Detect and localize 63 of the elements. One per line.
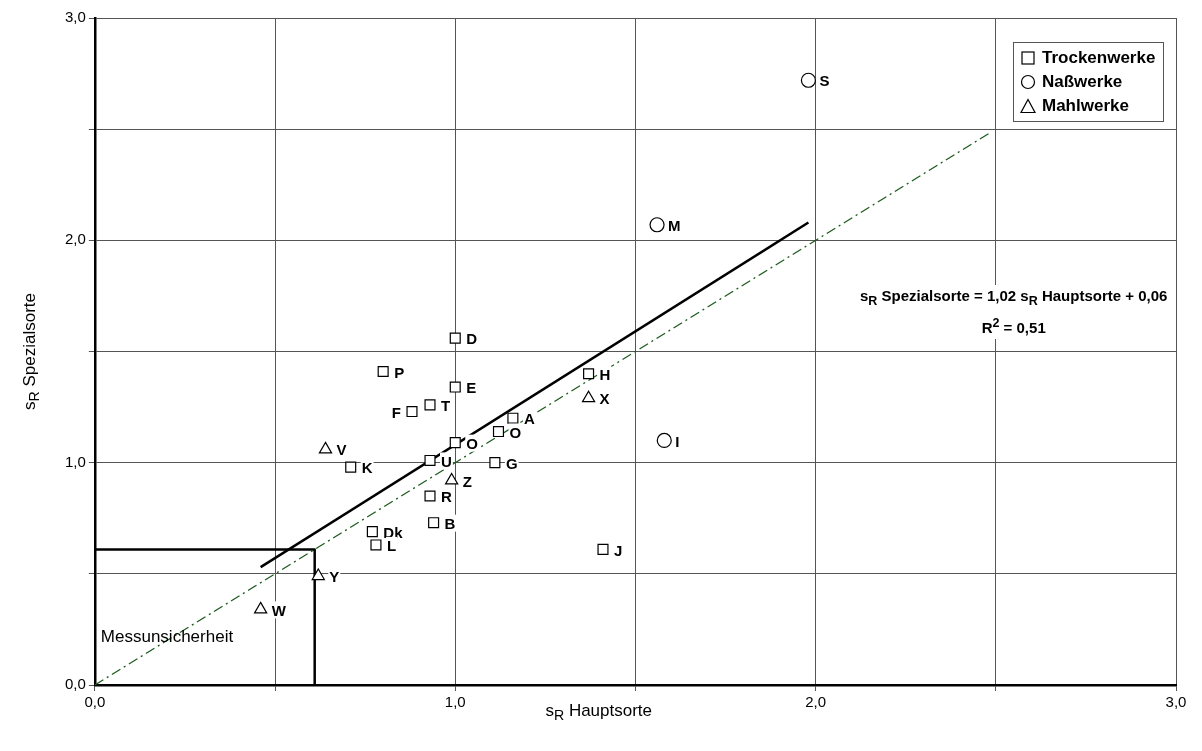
point <box>492 425 505 438</box>
point <box>800 72 817 88</box>
point <box>581 390 596 403</box>
text: s$_{R}$ Spezialsorte = 1,02 s$_{R}$ Hauptsorte + 0,06 R$^{2}$ = 0,51 <box>860 286 1168 336</box>
annotation: V <box>336 441 347 459</box>
point <box>507 412 519 424</box>
annotation: Y <box>329 568 340 586</box>
y-tick-label: 0,0 <box>64 675 86 693</box>
annotation: L <box>386 537 397 555</box>
point <box>449 381 461 393</box>
x-tick-label: 0,0 <box>84 693 106 711</box>
point <box>449 437 461 449</box>
y-tick-label: 2,0 <box>64 230 86 248</box>
point <box>428 517 440 529</box>
x-tick-label: 3,0 <box>1165 693 1187 711</box>
annotation: F <box>391 403 401 421</box>
point <box>649 217 665 233</box>
annotation: Z <box>462 472 472 490</box>
annotation: S <box>819 72 830 90</box>
annotation: O <box>466 434 479 452</box>
annotation: X <box>599 390 610 408</box>
annotation: A <box>523 410 535 428</box>
legend-label: Trockenwerke <box>1042 48 1156 68</box>
point <box>583 368 595 380</box>
x-tick-label: 2,0 <box>805 693 827 711</box>
x-tick-label: 1,0 <box>444 693 466 711</box>
point <box>345 461 357 473</box>
annotation: G <box>505 454 518 472</box>
annotation: M <box>668 216 681 234</box>
point <box>449 332 461 344</box>
point <box>406 405 418 418</box>
point <box>370 539 382 551</box>
annotation: T <box>441 397 451 414</box>
y-tick-label: 3,0 <box>64 8 86 26</box>
annotation: I <box>675 432 680 450</box>
annotation: D <box>466 330 478 348</box>
annotation: H <box>599 365 611 383</box>
point <box>489 457 501 469</box>
annotation: B <box>444 514 456 532</box>
annotation: J <box>613 541 623 559</box>
y-tick-label: 1,0 <box>64 452 86 470</box>
annotation: O <box>509 423 522 441</box>
legend-label: Naßwerke <box>1042 72 1123 92</box>
x-axis-title: s$_{R}$ Hauptsorte <box>545 701 653 724</box>
annotation: R <box>441 488 453 506</box>
point <box>377 365 389 378</box>
annotation: Messunsicherheit <box>100 627 234 647</box>
point <box>656 432 672 449</box>
point <box>366 526 378 538</box>
annotation: W <box>271 601 287 619</box>
point <box>424 490 436 502</box>
point <box>311 568 325 581</box>
point <box>253 601 268 614</box>
point <box>424 454 436 466</box>
point <box>424 399 436 411</box>
annotation: U <box>441 452 452 470</box>
point <box>444 472 459 485</box>
point <box>597 543 609 555</box>
point <box>318 441 333 454</box>
legend-label: Mahlwerke <box>1042 96 1129 116</box>
annotation: P <box>394 363 405 381</box>
annotation: K <box>361 459 373 477</box>
annotation: E <box>466 379 477 397</box>
